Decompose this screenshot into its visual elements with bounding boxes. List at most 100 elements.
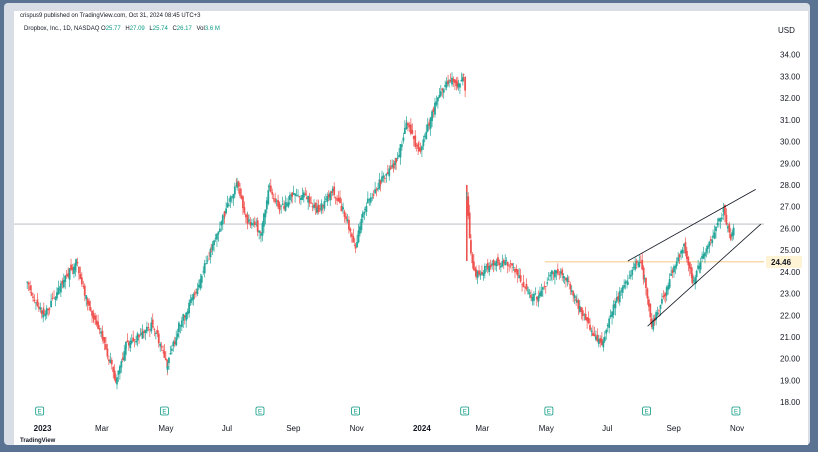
candle-body bbox=[214, 238, 217, 239]
candle-body bbox=[439, 91, 442, 96]
candle-body bbox=[371, 197, 374, 199]
candle-body bbox=[144, 330, 147, 334]
candle-body bbox=[515, 269, 518, 272]
candle-body bbox=[54, 297, 57, 300]
candle-body bbox=[472, 261, 475, 271]
candle-body bbox=[497, 257, 499, 263]
candle-body bbox=[339, 197, 341, 204]
candle-body bbox=[465, 192, 468, 194]
candle-body bbox=[289, 194, 291, 201]
candle-body bbox=[580, 307, 583, 313]
candle-body bbox=[705, 248, 708, 253]
candle-body bbox=[169, 353, 172, 355]
candle-body bbox=[665, 287, 668, 296]
ohlc-value-h: 27.09 bbox=[129, 26, 145, 32]
candle-body bbox=[597, 339, 600, 345]
candle-body bbox=[70, 264, 72, 270]
candle-body bbox=[294, 193, 297, 196]
candle-body bbox=[385, 173, 388, 176]
candle-body bbox=[537, 295, 540, 302]
candle-body bbox=[692, 280, 695, 282]
candle-body bbox=[301, 194, 304, 200]
candle-body bbox=[565, 277, 567, 281]
candle-body bbox=[192, 293, 195, 300]
candle-body bbox=[26, 281, 29, 283]
candle-body bbox=[305, 197, 308, 199]
candle-body bbox=[678, 254, 681, 258]
candle-body bbox=[95, 320, 98, 325]
candle-body bbox=[386, 172, 389, 175]
candle-body bbox=[27, 282, 30, 285]
candle-body bbox=[244, 214, 247, 218]
candle-body bbox=[394, 160, 396, 166]
candle-body bbox=[509, 263, 512, 265]
candle-body bbox=[506, 261, 509, 266]
candle-body bbox=[483, 265, 486, 274]
candle-body bbox=[236, 182, 239, 188]
candle-body bbox=[40, 310, 43, 314]
window-frame: crispus9 published on TradingView.com, O… bbox=[4, 3, 810, 445]
candle-body bbox=[659, 305, 662, 309]
candle-body bbox=[423, 135, 426, 137]
ohlc-key-vol: Vol bbox=[194, 26, 205, 32]
candle-body bbox=[269, 185, 272, 192]
candle-body bbox=[199, 279, 202, 289]
candle-body bbox=[130, 340, 133, 344]
candle-body bbox=[125, 342, 127, 349]
candle-body bbox=[551, 270, 553, 275]
candle-body bbox=[530, 294, 532, 298]
candle-body bbox=[58, 288, 61, 290]
candle-body bbox=[242, 196, 244, 209]
candle-body bbox=[152, 325, 154, 328]
candle-body bbox=[617, 296, 620, 300]
candle-body bbox=[731, 232, 734, 237]
candle-body bbox=[220, 221, 223, 226]
candle-body bbox=[611, 311, 613, 318]
candle-body bbox=[639, 262, 642, 264]
candle-body bbox=[295, 195, 298, 197]
earnings-marker-label: E bbox=[354, 410, 358, 416]
candle-body bbox=[159, 343, 162, 347]
candle-body bbox=[552, 272, 555, 274]
candle-body bbox=[183, 315, 186, 318]
y-tick-label: 34.00 bbox=[780, 51, 801, 60]
candle-body bbox=[624, 281, 627, 284]
candle-body bbox=[185, 312, 188, 321]
candle-body bbox=[200, 275, 203, 283]
candle-body bbox=[221, 215, 224, 225]
candle-body bbox=[470, 240, 472, 254]
price-chart[interactable]: 18.00 19.00 20.00 21.00 22.00 23.00 24.00 25.00… bbox=[14, 11, 808, 445]
candle-body bbox=[695, 270, 698, 278]
candle-body bbox=[267, 190, 270, 204]
candle-body bbox=[249, 222, 252, 226]
candle-body bbox=[569, 283, 572, 290]
candle-body bbox=[136, 333, 139, 341]
candle-body bbox=[150, 322, 153, 332]
candle-body bbox=[621, 286, 624, 293]
candle-body bbox=[489, 264, 492, 268]
candle-body bbox=[728, 224, 731, 233]
candle-body bbox=[197, 284, 200, 288]
candle-body bbox=[505, 260, 508, 261]
candle-body bbox=[76, 262, 79, 264]
candle-body bbox=[566, 277, 569, 282]
candle-body bbox=[677, 257, 680, 262]
candle-body bbox=[237, 181, 240, 187]
candle-body bbox=[82, 285, 85, 287]
candle-body bbox=[478, 270, 480, 275]
candle-body bbox=[195, 292, 197, 294]
candle-body bbox=[231, 196, 233, 198]
candle-body bbox=[655, 312, 658, 320]
candle-body bbox=[92, 315, 95, 319]
candle-body bbox=[324, 198, 327, 200]
candle-body bbox=[61, 280, 64, 285]
candle-body bbox=[533, 293, 535, 301]
tradingview-logo: TradingView bbox=[20, 438, 56, 444]
candle-body bbox=[498, 262, 501, 266]
candle-body bbox=[656, 312, 659, 315]
candle-body bbox=[83, 285, 86, 296]
earnings-marker bbox=[35, 406, 45, 416]
candle-body bbox=[556, 269, 559, 274]
candle-body bbox=[314, 202, 317, 208]
candle-body bbox=[431, 111, 433, 122]
